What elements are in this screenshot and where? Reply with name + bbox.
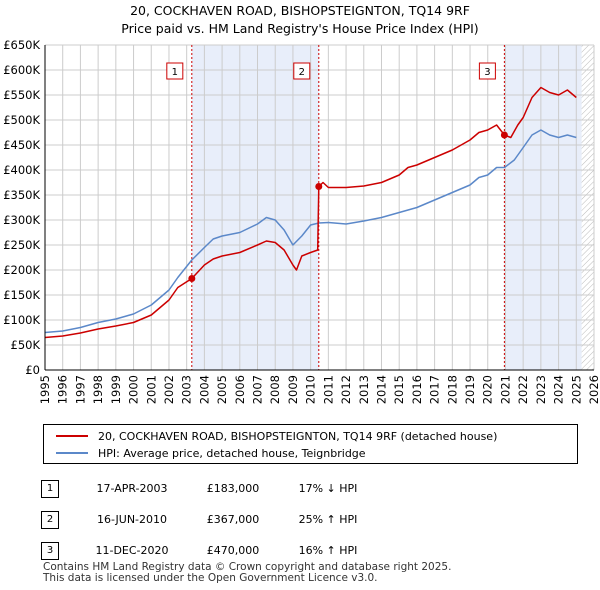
y-tick-label: £250K [3,238,40,252]
footer: Contains HM Land Registry data © Crown c… [43,562,451,584]
y-tick-label: £200K [3,263,40,277]
x-tick-label: 2004 [197,375,211,404]
sale-date: 16-JUN-2010 [96,513,168,526]
sale-point-1 [188,275,196,282]
sale-marker-3: 3 [41,541,59,560]
sales-row: 2 16-JUN-2010 £367,000 25% ↑ HPI [41,504,383,535]
x-tick-label: 2015 [392,375,406,404]
sale-badge-label-1: 1 [172,67,178,78]
sales-table: 1 17-APR-2003 £183,000 17% ↓ HPI 2 16-JU… [41,473,383,566]
sale-badge-2 [293,62,311,80]
y-tick-label: £300K [3,213,40,227]
y-tick-label: £0 [25,363,40,377]
x-tick-label: 2014 [374,375,388,404]
sales-row: 1 17-APR-2003 £183,000 17% ↓ HPI [41,473,383,504]
x-tick-label: 2023 [534,375,548,404]
x-tick-label: 2012 [339,375,353,404]
sale-price: £183,000 [206,482,260,495]
price-chart: 1 2 3 £0 £50K £100K £150K £200K £250K £300K £350K… [3,38,600,404]
sale-badge-1 [166,62,184,80]
x-tick-label: 2008 [268,375,282,404]
legend-item-hpi: HPI: Average price, detached house, Teig… [56,445,366,461]
sale-badge-label-3: 3 [484,67,490,78]
footer-licence: This data is licensed under the Open Gov… [43,572,378,584]
sale-price: £367,000 [206,513,260,526]
x-tick-label: 2018 [445,375,459,404]
x-tick-label: 2011 [321,375,335,404]
sale-hpi-diff: 16% ↑ HPI [298,544,358,557]
x-tick-label: 2025 [569,375,583,404]
x-tick-label: 2016 [410,375,424,404]
legend-label-property: 20, COCKHAVEN ROAD, BISHOPSTEIGNTON, TQ1… [98,429,498,443]
sale-marker-1: 1 [41,479,59,498]
sale-date: 17-APR-2003 [96,482,168,495]
y-tick-label: £400K [3,163,40,177]
y-tick-label: £650K [3,38,40,52]
sale-price: £470,000 [206,544,260,557]
y-tick-label: £150K [3,288,40,302]
sale-badge-3 [478,62,496,80]
x-tick-label: 2010 [304,375,318,404]
x-tick-label: 2003 [180,375,194,404]
x-tick-label: 2013 [357,375,371,404]
legend-swatch-hpi [56,452,88,454]
sale-hpi-diff: 25% ↑ HPI [298,513,358,526]
legend-label-hpi: HPI: Average price, detached house, Teig… [98,446,366,460]
x-tick-label: 2020 [481,375,495,404]
x-tick-label: 2026 [587,375,600,404]
x-tick-label: 2006 [233,375,247,404]
y-tick-label: £100K [3,313,40,327]
x-tick-label: 2021 [498,375,512,404]
forecast-hatch [581,45,594,370]
sales-row: 3 11-DEC-2020 £470,000 16% ↑ HPI [41,535,383,566]
chart-legend: 20, COCKHAVEN ROAD, BISHOPSTEIGNTON, TQ1… [43,424,578,464]
sale-badge-label-2: 2 [299,67,305,78]
x-tick-label: 2009 [286,375,300,404]
x-tick-label: 2007 [251,375,265,404]
sale-date: 11-DEC-2020 [95,544,169,557]
x-tick-label: 2017 [428,375,442,404]
y-tick-label: £450K [3,138,40,152]
legend-item-property: 20, COCKHAVEN ROAD, BISHOPSTEIGNTON, TQ1… [56,428,497,444]
x-tick-label: 2002 [162,375,176,404]
x-tick-label: 2022 [516,375,530,404]
x-tick-label: 1997 [73,375,87,404]
y-tick-label: £500K [3,113,40,127]
x-tick-label: 2000 [127,375,141,404]
y-tick-label: £350K [3,188,40,202]
sale-marker-2: 2 [41,510,59,529]
shaded-period-1 [191,45,319,370]
sale-hpi-diff: 17% ↓ HPI [298,482,358,495]
chart-title: 20, COCKHAVEN ROAD, BISHOPSTEIGNTON, TQ1… [130,3,470,18]
legend-swatch-property [56,435,88,437]
sale-point-3 [500,131,508,139]
x-tick-label: 2024 [552,375,566,404]
y-tick-label: £600K [3,63,40,77]
chart-subtitle: Price paid vs. HM Land Registry's House … [121,21,479,36]
x-tick-label: 2005 [215,375,229,404]
sale-point-2 [315,183,323,190]
footer-copyright: Contains HM Land Registry data © Crown c… [43,561,452,573]
x-tick-label: 2001 [144,375,158,404]
shaded-period-2 [504,45,582,370]
x-tick-label: 1999 [109,375,123,404]
x-tick-label: 2019 [463,375,477,404]
x-tick-label: 1995 [38,375,52,404]
x-tick-label: 1998 [91,375,105,404]
x-tick-label: 1996 [56,375,70,404]
y-tick-label: £550K [3,88,40,102]
y-tick-label: £50K [11,338,41,352]
